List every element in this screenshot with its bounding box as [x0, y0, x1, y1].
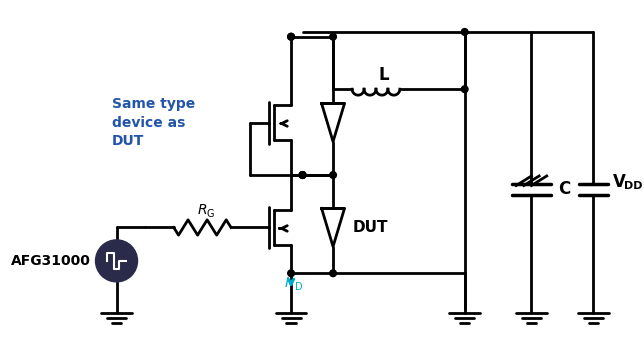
Text: G: G [206, 209, 214, 219]
Text: DD: DD [624, 180, 643, 191]
Text: R: R [198, 203, 207, 217]
Text: Same type
device as
DUT: Same type device as DUT [112, 97, 195, 148]
Circle shape [461, 86, 468, 93]
Circle shape [330, 270, 336, 277]
Circle shape [330, 172, 336, 178]
Circle shape [330, 33, 336, 40]
Text: D: D [295, 282, 303, 292]
Circle shape [299, 172, 306, 178]
Text: L: L [378, 66, 389, 84]
Circle shape [288, 33, 294, 40]
Circle shape [299, 172, 306, 178]
Circle shape [461, 28, 468, 35]
Text: DUT: DUT [352, 220, 388, 235]
Text: AFG31000: AFG31000 [11, 254, 91, 268]
Text: I: I [285, 276, 289, 290]
Circle shape [95, 240, 138, 282]
Text: V: V [612, 173, 625, 191]
Circle shape [288, 33, 294, 40]
Text: C: C [558, 180, 571, 198]
Circle shape [288, 270, 294, 277]
Circle shape [299, 172, 306, 178]
